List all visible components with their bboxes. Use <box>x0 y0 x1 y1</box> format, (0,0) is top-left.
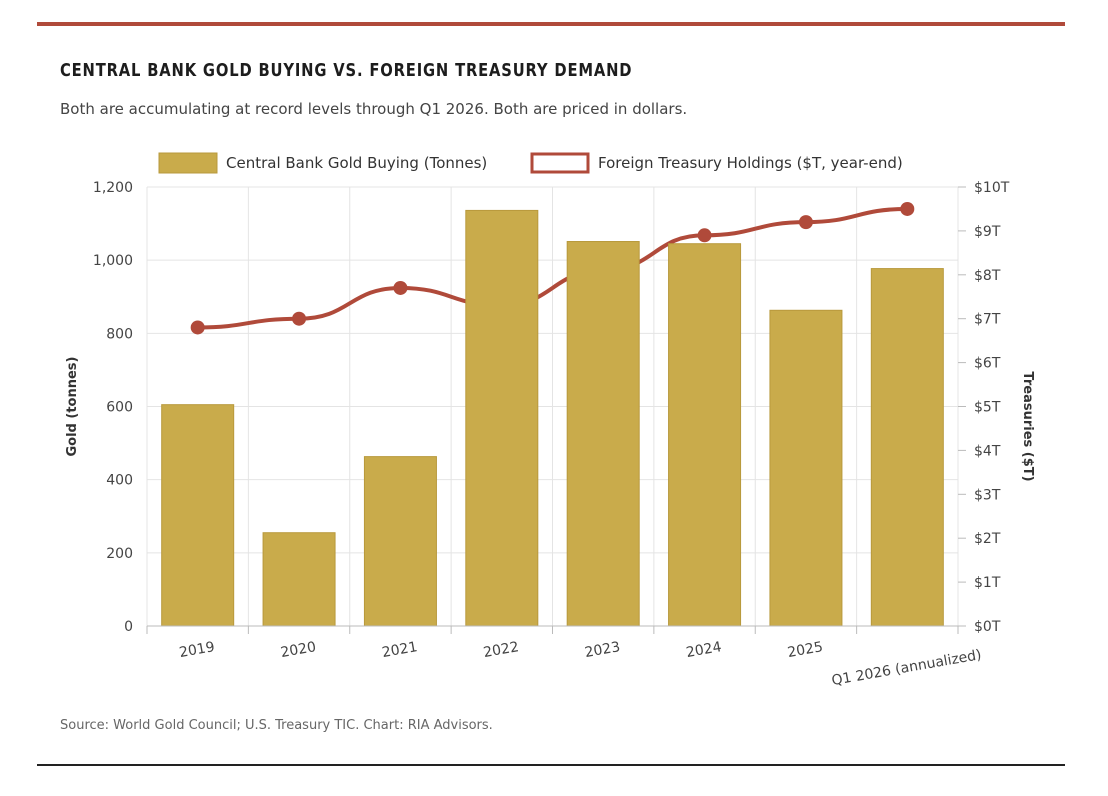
y2-tick-label: $10T <box>974 180 1010 196</box>
bar <box>566 241 640 627</box>
y2-tick-label: $3T <box>974 487 1001 503</box>
treasury-point <box>393 280 408 295</box>
bar <box>870 268 944 627</box>
y2-tick-label: $2T <box>974 531 1001 547</box>
x-tick-label: Q1 2026 (annualized) <box>830 647 982 689</box>
bar <box>161 404 235 627</box>
bar <box>668 243 742 627</box>
legend-swatch-treasury <box>530 152 590 174</box>
x-tick-label: 2022 <box>482 639 520 661</box>
bottom-rule <box>37 764 1065 766</box>
treasury-point <box>900 201 915 216</box>
y2-tick-label: $1T <box>974 575 1001 591</box>
treasury-point <box>292 311 307 326</box>
x-tick-label: 2025 <box>786 639 824 661</box>
treasury-line <box>197 206 908 330</box>
bar <box>769 309 843 627</box>
y2-tick-label: $5T <box>974 400 1001 416</box>
treasury-point <box>190 320 205 335</box>
chart-subtitle: Both are accumulating at record levels t… <box>60 100 688 118</box>
y2-tick-label: $6T <box>974 356 1001 372</box>
y2-tick-label: $4T <box>974 443 1001 459</box>
y-tick-label: 600 <box>106 400 133 416</box>
legend-label-treasury: Foreign Treasury Holdings ($T, year-end) <box>598 154 903 172</box>
bar-layer <box>161 209 944 627</box>
y2-axis-title: Treasuries ($T) <box>1020 371 1035 481</box>
legend-label-gold: Central Bank Gold Buying (Tonnes) <box>226 154 487 172</box>
y-axis-title: Gold (tonnes) <box>65 357 80 457</box>
legend: Central Bank Gold Buying (Tonnes) Foreign… <box>158 152 903 174</box>
bar <box>363 456 437 627</box>
y-tick-label: 200 <box>106 546 133 562</box>
y-tick-label: 1,200 <box>93 180 133 196</box>
y2-tick-label: $0T <box>974 619 1001 635</box>
y2-tick-label: $7T <box>974 312 1001 328</box>
y2-tick-label: $8T <box>974 268 1001 284</box>
y-tick-label: 400 <box>106 473 133 489</box>
y-tick-label: 1,000 <box>93 253 133 269</box>
legend-swatch-gold <box>158 152 218 174</box>
y-tick-label: 800 <box>106 326 133 342</box>
x-tick-label: 2020 <box>279 639 317 661</box>
chart-title: CENTRAL BANK GOLD BUYING VS. FOREIGN TRE… <box>60 60 633 81</box>
treasury-point <box>798 215 813 230</box>
y2-tick-label: $9T <box>974 224 1001 240</box>
x-tick-label: 2024 <box>685 639 723 661</box>
treasury-point <box>697 228 712 243</box>
source-note: Source: World Gold Council; U.S. Treasur… <box>60 718 493 733</box>
x-tick-label: 2019 <box>178 639 216 661</box>
bar <box>465 209 539 627</box>
top-rule <box>37 22 1065 26</box>
y-tick-label: 0 <box>124 619 133 635</box>
x-tick-label: 2021 <box>381 639 419 661</box>
x-tick-label: 2023 <box>584 639 622 661</box>
bar <box>262 532 336 627</box>
